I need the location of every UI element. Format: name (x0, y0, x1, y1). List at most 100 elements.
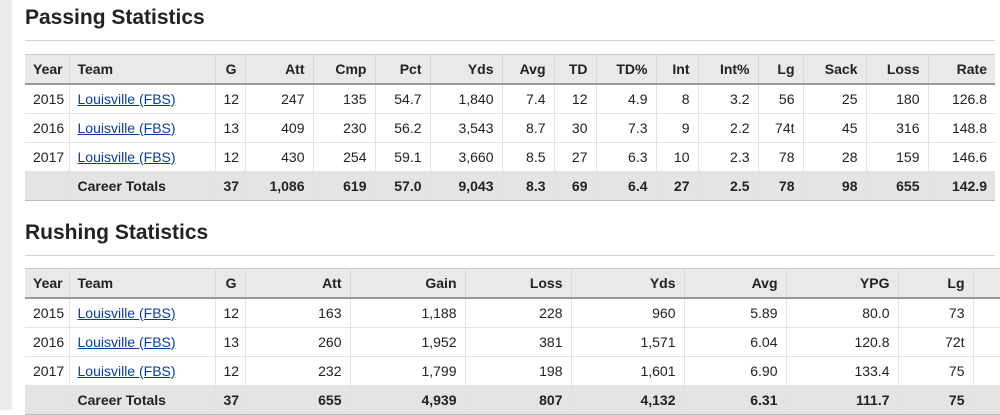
career-totals-row: Career Totals 37 1,086 619 57.0 9,043 8.… (25, 171, 995, 201)
col-header-avg[interactable]: Avg (684, 268, 787, 299)
cell-lg: 74t (758, 113, 804, 143)
table-row: 2015 Louisville (FBS) 12 247 135 54.7 1,… (25, 84, 995, 114)
cell-td: 21 (973, 327, 1000, 357)
col-header-ypg[interactable]: YPG (786, 268, 899, 299)
cell-g: 12 (215, 356, 246, 386)
career-totals-row: Career Totals 37 655 4,939 807 4,132 6.3… (25, 385, 1000, 415)
cell-td: 69 (554, 171, 597, 201)
cell-year (25, 171, 70, 201)
cell-g: 13 (215, 327, 246, 357)
cell-avg: 6.04 (684, 327, 787, 357)
cell-td: 12 (554, 84, 597, 114)
cell-td-pct: 6.4 (596, 171, 657, 201)
cell-yds: 1,571 (571, 327, 685, 357)
cell-yds: 960 (571, 298, 685, 328)
col-header-yds[interactable]: Yds (430, 54, 503, 85)
team-link[interactable]: Louisville (FBS) (77, 149, 176, 165)
cell-yds: 3,660 (430, 142, 503, 172)
career-totals-label: Career Totals (69, 171, 216, 201)
cell-cmp: 230 (313, 113, 376, 143)
stats-content: Passing Statistics Year Team G Att Cmp P… (25, 0, 1000, 415)
cell-g: 13 (215, 113, 246, 143)
cell-cmp: 135 (313, 84, 376, 114)
col-header-g[interactable]: G (215, 268, 246, 299)
cell-gain: 4,939 (350, 385, 466, 415)
table-row: 2017 Louisville (FBS) 12 232 1,799 198 1… (25, 356, 1000, 386)
col-header-year[interactable]: Year (25, 268, 70, 299)
cell-team: Louisville (FBS) (69, 84, 216, 114)
team-link[interactable]: Louisville (FBS) (77, 363, 176, 379)
cell-sack: 28 (803, 142, 867, 172)
table-row: 2016 Louisville (FBS) 13 260 1,952 381 1… (25, 327, 1000, 357)
cell-year: 2017 (25, 142, 70, 172)
col-header-rate[interactable]: Rate (928, 54, 995, 85)
col-header-td[interactable]: TD (554, 54, 597, 85)
cell-att: 409 (245, 113, 314, 143)
cell-sack: 25 (803, 84, 867, 114)
col-header-int[interactable]: Int (656, 54, 699, 85)
col-header-pct[interactable]: Pct (375, 54, 431, 85)
col-header-g[interactable]: G (215, 54, 246, 85)
col-header-team[interactable]: Team (69, 268, 216, 299)
cell-pct: 54.7 (375, 84, 431, 114)
cell-year: 2016 (25, 327, 70, 357)
col-header-att[interactable]: Att (245, 54, 314, 85)
col-header-lg[interactable]: Lg (758, 54, 804, 85)
cell-loss: 159 (866, 142, 929, 172)
cell-att: 655 (245, 385, 351, 415)
team-link[interactable]: Louisville (FBS) (77, 91, 176, 107)
cell-g: 12 (215, 142, 246, 172)
col-header-sack[interactable]: Sack (803, 54, 867, 85)
col-header-gain[interactable]: Gain (350, 268, 466, 299)
col-header-att[interactable]: Att (245, 268, 351, 299)
cell-att: 163 (245, 298, 351, 328)
team-link[interactable]: Louisville (FBS) (77, 305, 176, 321)
cell-ypg: 80.0 (786, 298, 899, 328)
cell-att: 247 (245, 84, 314, 114)
col-header-lg[interactable]: Lg (898, 268, 974, 299)
cell-ypg: 111.7 (786, 385, 899, 415)
cell-cmp: 254 (313, 142, 376, 172)
col-header-td[interactable]: TD (973, 268, 1000, 299)
cell-team: Louisville (FBS) (69, 356, 216, 386)
table-row: 2015 Louisville (FBS) 12 163 1,188 228 9… (25, 298, 1000, 328)
cell-td: 27 (554, 142, 597, 172)
cell-year: 2015 (25, 298, 70, 328)
rushing-section-title: Rushing Statistics (25, 215, 995, 256)
cell-gain: 1,188 (350, 298, 466, 328)
cell-yds: 1,840 (430, 84, 503, 114)
passing-header-row: Year Team G Att Cmp Pct Yds Avg TD TD% I… (25, 54, 995, 85)
cell-team: Louisville (FBS) (69, 113, 216, 143)
cell-td-pct: 4.9 (596, 84, 657, 114)
col-header-loss[interactable]: Loss (866, 54, 929, 85)
cell-g: 12 (215, 298, 246, 328)
cell-lg: 75 (898, 385, 974, 415)
table-row: 2016 Louisville (FBS) 13 409 230 56.2 3,… (25, 113, 995, 143)
col-header-avg[interactable]: Avg (502, 54, 555, 85)
col-header-team[interactable]: Team (69, 54, 216, 85)
team-link[interactable]: Louisville (FBS) (77, 334, 176, 350)
cell-att: 430 (245, 142, 314, 172)
col-header-td-pct[interactable]: TD% (596, 54, 657, 85)
cell-rate: 142.9 (928, 171, 995, 201)
cell-year (25, 385, 70, 415)
cell-avg: 6.31 (684, 385, 787, 415)
cell-rate: 126.8 (928, 84, 995, 114)
cell-int-pct: 3.2 (698, 84, 759, 114)
col-header-loss[interactable]: Loss (465, 268, 572, 299)
cell-td-pct: 6.3 (596, 142, 657, 172)
cell-avg: 7.4 (502, 84, 555, 114)
career-totals-label: Career Totals (69, 385, 216, 415)
col-header-cmp[interactable]: Cmp (313, 54, 376, 85)
col-header-year[interactable]: Year (25, 54, 70, 85)
col-header-int-pct[interactable]: Int% (698, 54, 759, 85)
cell-pct: 56.2 (375, 113, 431, 143)
cell-year: 2016 (25, 113, 70, 143)
passing-section-title: Passing Statistics (25, 0, 995, 41)
cell-ypg: 120.8 (786, 327, 899, 357)
cell-gain: 1,952 (350, 327, 466, 357)
col-header-yds[interactable]: Yds (571, 268, 685, 299)
cell-td: 11 (973, 298, 1000, 328)
team-link[interactable]: Louisville (FBS) (77, 120, 176, 136)
cell-avg: 8.7 (502, 113, 555, 143)
